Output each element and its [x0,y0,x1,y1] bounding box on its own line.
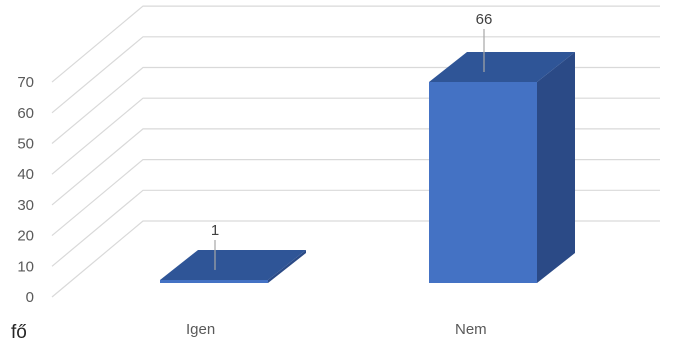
bar-nem: 66 [429,11,575,283]
y-axis-unit-label: fő [11,322,27,342]
y-tick-label: 0 [26,289,34,306]
bar-side-face [537,52,575,283]
y-tick-label: 10 [17,258,34,275]
data-label: 66 [476,11,493,28]
bars: 1 66 [160,11,575,283]
y-tick-label: 40 [17,166,34,183]
y-axis-ticks: 0 10 20 30 40 50 60 70 [17,74,34,306]
y-tick-label: 30 [17,197,34,214]
bar-front-face [160,279,268,283]
y-tick-label: 20 [17,228,34,245]
data-label: 1 [211,222,219,239]
bar-front-face [429,82,537,283]
bar-top-face [429,52,575,82]
bar-igen: 1 [160,222,306,283]
category-label-nem: Nem [455,321,487,338]
category-label-igen: Igen [186,321,215,338]
bar-side-face [268,249,306,283]
gridlines [51,5,660,298]
y-tick-label: 70 [17,74,34,91]
gridline-60 [51,36,660,114]
y-tick-label: 50 [17,136,34,153]
bar-top-face [160,249,306,280]
gridline-70 [51,5,660,83]
category-labels: Igen Nem [186,321,487,338]
y-tick-label: 60 [17,105,34,122]
